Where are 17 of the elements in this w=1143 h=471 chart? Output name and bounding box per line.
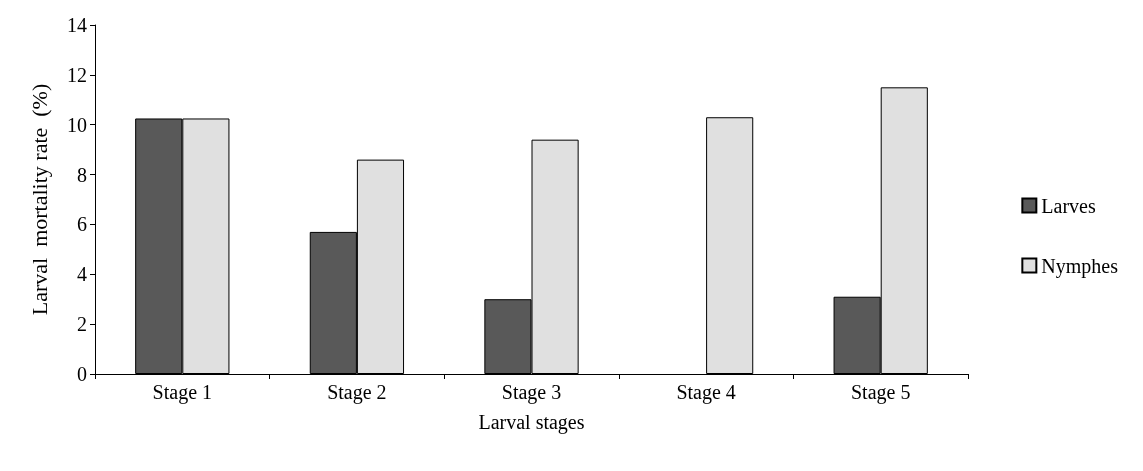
y-tick-label: 6 (77, 213, 87, 236)
x-tick-label: Stage 4 (676, 381, 736, 404)
x-tick-label: Stage 1 (152, 381, 213, 404)
y-axis-title: Larval mortality rate (%) (26, 83, 52, 316)
x-tick-label: Stage 3 (501, 381, 562, 404)
legend-label: Larves (1041, 194, 1096, 217)
legend-label: Nymphes (1041, 254, 1119, 278)
y-tick-label: 2 (77, 313, 87, 336)
y-tick-label: 0 (77, 363, 87, 385)
y-tick-label: 14 (67, 14, 87, 36)
y-tick-label: 8 (77, 163, 87, 186)
y-tick-label: 10 (67, 113, 87, 136)
x-tick-label: Stage 2 (327, 381, 387, 404)
y-tick-label: 12 (67, 63, 87, 86)
x-tick-label: Stage 5 (850, 381, 911, 404)
y-tick-label: 4 (77, 263, 87, 286)
x-axis-title: Larval stages (478, 411, 585, 434)
